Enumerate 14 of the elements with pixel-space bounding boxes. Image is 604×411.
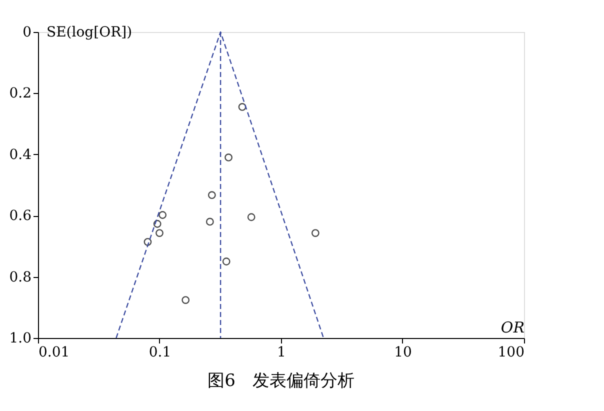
x-tick-label: 10: [394, 344, 412, 360]
y-tick-label: 0.6: [9, 208, 32, 224]
x-tick-label: 0.1: [148, 344, 172, 360]
x-tick-label: 1: [277, 344, 286, 360]
y-tick-label: 0.4: [9, 146, 32, 163]
text: 图6 发表偏倚分析: [208, 371, 354, 391]
y-tick-label: 0.8: [9, 269, 32, 286]
y-tick-label: 0.2: [9, 86, 32, 102]
y-tick-label: 1.0: [9, 330, 32, 346]
x-tick-label: 0.01: [38, 344, 70, 360]
y-axis-title: SE(log[OR]): [46, 24, 132, 40]
x-axis-title: OR: [500, 318, 524, 336]
y-tick-label: 0: [22, 24, 32, 40]
x-tick-label: 100: [498, 344, 524, 360]
